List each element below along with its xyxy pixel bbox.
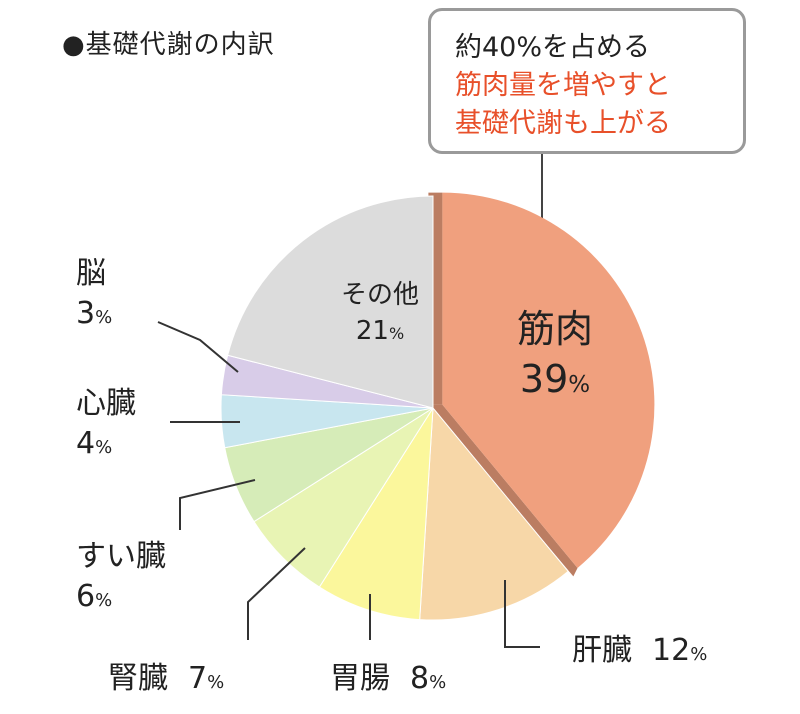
slice-7 — [227, 195, 434, 409]
slice-2 — [318, 407, 434, 621]
leader-line-4 — [179, 479, 256, 530]
leader-line-1 — [504, 580, 540, 648]
slice-label-6: 脳 — [76, 256, 106, 291]
slice-value-6: 3% — [76, 296, 112, 331]
slice-value-0: 39% — [520, 357, 590, 401]
leader-line-6 — [157, 321, 239, 373]
slice-value-4: 6% — [76, 579, 112, 614]
slice-label-3: 腎臓 — [108, 661, 168, 696]
callout-line-2: 筋肉量を増やすと — [455, 70, 671, 101]
slice-0 — [442, 192, 655, 568]
slice-label-4: すい臓 — [76, 539, 166, 574]
callout-line-3: 基礎代謝も上がる — [455, 108, 671, 139]
slice-value-1: 12% — [652, 633, 707, 668]
slice-label-2: 胃腸 — [330, 661, 390, 696]
slice-value-3: 7% — [188, 661, 224, 696]
slice-value-7: 21% — [356, 316, 404, 346]
slice-value-2: 8% — [410, 661, 446, 696]
callout-box: 約40%を占める 筋肉量を増やすと 基礎代謝も上がる — [428, 8, 746, 154]
slice-value-5: 4% — [76, 426, 112, 461]
leader-line-3 — [247, 547, 306, 640]
slice-1 — [419, 406, 569, 621]
slice-label-5: 心臓 — [76, 386, 136, 421]
slice-label-7: その他 — [341, 280, 419, 310]
slice-label-1: 肝臓 — [572, 633, 632, 668]
callout-line-1: 約40%を占める — [455, 32, 651, 63]
chart-title: ●基礎代謝の内訳 — [62, 30, 275, 60]
leader-lines — [157, 321, 540, 648]
pie-slices — [220, 192, 655, 621]
slice-label-0: 筋肉 — [517, 307, 593, 351]
slice-labels: 筋肉 39% 肝臓 12% 胃腸 8% 腎臓 7% すい臓 6% 心臓 4% 脳 3% その他 21% — [76, 256, 707, 696]
